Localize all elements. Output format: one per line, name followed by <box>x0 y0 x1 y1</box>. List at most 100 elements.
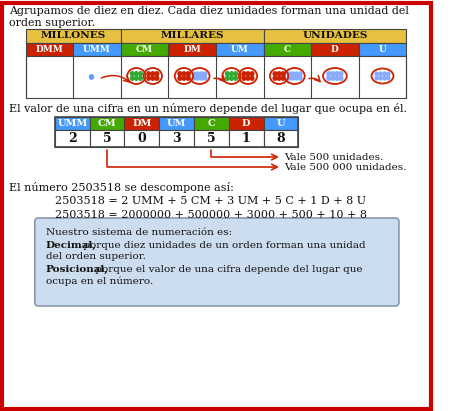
Text: D: D <box>242 119 250 128</box>
Circle shape <box>375 76 378 80</box>
Circle shape <box>246 76 250 80</box>
Circle shape <box>135 76 138 80</box>
Circle shape <box>335 76 339 80</box>
Bar <box>90 130 125 147</box>
Text: 2503518 = 2000000 + 500000 + 3000 + 500 + 10 + 8: 2503518 = 2000000 + 500000 + 3000 + 500 … <box>55 210 367 220</box>
Bar <box>159 117 194 130</box>
Text: CM: CM <box>98 119 117 128</box>
Text: UNIDADES: UNIDADES <box>302 32 368 41</box>
Circle shape <box>130 72 134 76</box>
Circle shape <box>138 72 142 76</box>
Bar <box>90 117 125 130</box>
Circle shape <box>339 76 343 80</box>
Text: orden superior.: orden superior. <box>9 18 95 28</box>
FancyBboxPatch shape <box>35 218 399 306</box>
Circle shape <box>196 72 200 76</box>
Bar <box>264 43 311 56</box>
Circle shape <box>155 76 159 80</box>
Circle shape <box>200 76 203 80</box>
Circle shape <box>327 72 330 76</box>
Bar <box>121 29 264 43</box>
Bar <box>121 43 168 56</box>
Bar <box>26 43 73 56</box>
Circle shape <box>234 72 237 76</box>
Circle shape <box>331 76 335 80</box>
Circle shape <box>287 72 291 76</box>
Circle shape <box>155 72 159 76</box>
Bar <box>359 43 406 56</box>
Circle shape <box>387 76 390 80</box>
Text: 2503518 = 2 UMM + 5 CM + 3 UM + 5 C + 1 D + 8 U: 2503518 = 2 UMM + 5 CM + 3 UM + 5 C + 1 … <box>55 196 366 206</box>
Circle shape <box>135 72 138 76</box>
Circle shape <box>298 76 302 80</box>
Circle shape <box>282 76 285 80</box>
Circle shape <box>250 76 254 80</box>
Text: 0: 0 <box>137 132 146 145</box>
Circle shape <box>234 76 237 80</box>
Text: MILLARES: MILLARES <box>160 32 224 41</box>
Circle shape <box>242 72 246 76</box>
Circle shape <box>277 72 281 76</box>
Circle shape <box>295 72 298 76</box>
Circle shape <box>383 76 386 80</box>
Text: C: C <box>284 45 291 54</box>
Circle shape <box>291 76 295 80</box>
Text: D: D <box>331 45 339 54</box>
FancyBboxPatch shape <box>2 3 431 409</box>
Circle shape <box>203 72 207 76</box>
Text: Agrupamos de diez en diez. Cada diez unidades forman una unidad del: Agrupamos de diez en diez. Cada diez uni… <box>9 6 409 16</box>
Circle shape <box>295 76 298 80</box>
Circle shape <box>282 72 285 76</box>
Circle shape <box>186 72 190 76</box>
Text: El valor de una cifra en un número depende del lugar que ocupa en él.: El valor de una cifra en un número depen… <box>9 103 407 114</box>
Bar <box>26 29 121 43</box>
Circle shape <box>277 76 281 80</box>
Circle shape <box>387 72 390 76</box>
Circle shape <box>379 76 382 80</box>
Bar <box>55 117 298 147</box>
Text: MILLONES: MILLONES <box>41 32 106 41</box>
Circle shape <box>287 76 291 80</box>
Circle shape <box>273 76 277 80</box>
Text: del orden superior.: del orden superior. <box>46 252 146 261</box>
Bar <box>264 130 298 147</box>
Bar <box>125 130 159 147</box>
Circle shape <box>203 76 207 80</box>
Text: UMM: UMM <box>83 45 111 54</box>
Circle shape <box>226 76 229 80</box>
Bar <box>216 43 264 56</box>
Circle shape <box>298 72 302 76</box>
Circle shape <box>196 76 200 80</box>
Circle shape <box>130 76 134 80</box>
Circle shape <box>182 76 186 80</box>
Circle shape <box>327 76 330 80</box>
Circle shape <box>151 76 155 80</box>
Circle shape <box>178 76 182 80</box>
Circle shape <box>230 72 233 76</box>
Circle shape <box>291 72 295 76</box>
Circle shape <box>383 72 386 76</box>
Circle shape <box>339 72 343 76</box>
Text: UM: UM <box>231 45 249 54</box>
Circle shape <box>230 76 233 80</box>
Circle shape <box>182 72 186 76</box>
Circle shape <box>138 76 142 80</box>
Text: Posicional,: Posicional, <box>46 265 109 274</box>
Text: DM: DM <box>183 45 201 54</box>
Text: Decimal,: Decimal, <box>46 241 97 250</box>
Circle shape <box>331 72 335 76</box>
Text: porque diez unidades de un orden forman una unidad: porque diez unidades de un orden forman … <box>80 241 365 250</box>
Text: 1: 1 <box>242 132 251 145</box>
Text: U: U <box>277 119 285 128</box>
Bar <box>125 117 159 130</box>
Text: CM: CM <box>136 45 153 54</box>
Bar <box>229 130 264 147</box>
Text: Vale 500 unidades.: Vale 500 unidades. <box>284 152 384 162</box>
Text: ocupa en el número.: ocupa en el número. <box>46 276 153 286</box>
Text: Vale 500 000 unidades.: Vale 500 000 unidades. <box>284 162 407 171</box>
Circle shape <box>192 72 196 76</box>
Circle shape <box>242 76 246 80</box>
Circle shape <box>250 72 254 76</box>
Text: Nuestro sistema de numeración es:: Nuestro sistema de numeración es: <box>46 228 232 237</box>
Text: 5: 5 <box>207 132 216 145</box>
